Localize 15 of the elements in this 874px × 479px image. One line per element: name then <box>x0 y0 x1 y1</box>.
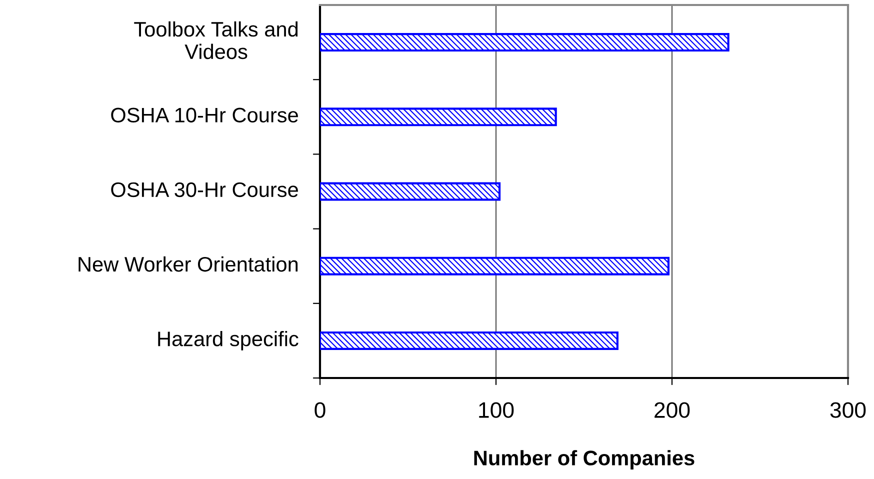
x-tick-label: 200 <box>654 402 690 418</box>
x-tick-label: 0 <box>314 402 326 418</box>
bar <box>320 182 501 201</box>
bar <box>320 331 618 350</box>
bar <box>320 108 557 126</box>
bar <box>320 33 730 52</box>
x-tick-label: 300 <box>830 402 866 418</box>
bar <box>320 256 670 276</box>
y-tick-label: Hazard specific <box>158 330 298 350</box>
x-axis-title: Number of Companies <box>474 450 694 470</box>
y-tick-label: OSHA 10-Hr Course <box>111 108 298 122</box>
y-tick-label: Toolbox Talks and Videos <box>134 21 298 60</box>
y-tick-label: OSHA 30-Hr Course <box>111 182 298 198</box>
y-tick-label: New Worker Orientation <box>78 256 298 272</box>
x-tick-label: 100 <box>479 402 514 418</box>
